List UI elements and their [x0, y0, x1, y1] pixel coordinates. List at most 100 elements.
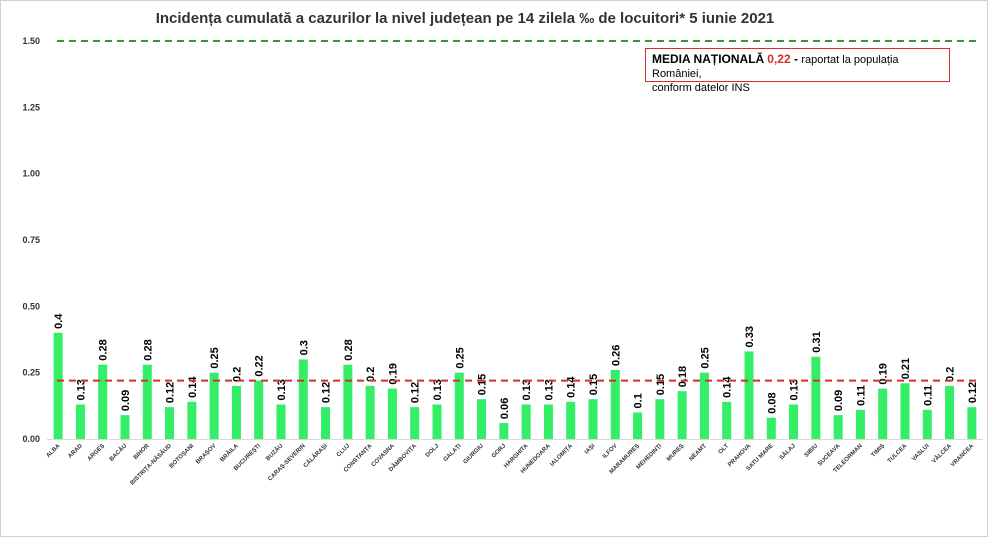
bar-value-label: 0.3: [298, 340, 310, 355]
y-tick-label: 0.50: [22, 301, 40, 311]
bar-value-label: 0.2: [231, 367, 243, 382]
y-tick-label: 1.50: [22, 36, 40, 46]
bar: [231, 385, 241, 439]
x-category-label: BACĂU: [108, 442, 128, 462]
x-category-label: VASLUI: [911, 443, 931, 463]
x-category-label: ILFOV: [602, 443, 619, 460]
bar: [699, 372, 709, 439]
bar: [855, 409, 865, 439]
x-category-label: VÂLCEA: [931, 442, 954, 465]
bar-value-label: 0.25: [454, 347, 466, 368]
x-category-label: OLT: [718, 443, 731, 456]
bar: [432, 404, 442, 439]
bar-value-label: 0.13: [276, 379, 288, 400]
bar: [387, 388, 397, 439]
x-category-label: MUREȘ: [666, 443, 686, 463]
bar-value-label: 0.2: [945, 367, 957, 382]
bar: [945, 385, 955, 439]
bar: [254, 380, 264, 439]
bar-value-label: 0.25: [209, 347, 221, 368]
bar: [588, 399, 598, 439]
bar: [521, 404, 531, 439]
bar: [499, 423, 509, 439]
bar-value-label: 0.28: [98, 339, 110, 360]
bar: [209, 372, 219, 439]
bar-value-label: 0.13: [521, 379, 533, 400]
national-average-note-line2: conform datelor INS: [652, 82, 750, 94]
national-average-value: 0,22: [767, 52, 791, 66]
bar-value-label: 0.33: [744, 326, 756, 347]
bar: [543, 404, 553, 439]
x-category-label: DOLJ: [425, 443, 441, 459]
y-tick-label: 0.25: [22, 368, 40, 378]
x-category-label: SIBIU: [804, 443, 820, 459]
bar-value-label: 0.14: [187, 376, 199, 398]
bar: [142, 364, 152, 439]
bar: [677, 391, 687, 439]
bar-value-label: 0.15: [477, 374, 489, 395]
bar-value-label: 0.09: [120, 390, 132, 411]
bar: [365, 385, 375, 439]
bar-value-label: 0.28: [343, 339, 355, 360]
bar-value-label: 0.22: [254, 355, 266, 376]
bar-value-label: 0.09: [833, 390, 845, 411]
bar: [922, 409, 932, 439]
x-category-label: NEAMȚ: [689, 443, 709, 463]
x-category-label: ARAD: [67, 443, 84, 460]
x-category-label: ARGEȘ: [87, 443, 106, 462]
bar: [477, 399, 487, 439]
bar-value-label: 0.28: [142, 339, 154, 360]
bar: [766, 417, 776, 439]
bar: [789, 404, 799, 439]
bar: [633, 412, 643, 439]
chart-title: Incidența cumulată a cazurilor la nivel …: [155, 10, 775, 27]
bar: [900, 383, 910, 439]
national-average-separator: -: [790, 52, 802, 66]
y-tick-label: 1.25: [22, 102, 40, 112]
bar-value-label: 0.08: [766, 392, 778, 413]
bar: [75, 404, 85, 439]
bar-value-label: 0.19: [878, 363, 890, 384]
x-category-label: GALAȚI: [443, 443, 463, 463]
national-average-note-line1: raportat la populația României,: [652, 54, 899, 80]
x-category-label: GORJ: [491, 443, 507, 459]
bar-value-label: 0.15: [655, 374, 667, 395]
bar: [98, 364, 108, 439]
national-average-box: MEDIA NAȚIONALĂ 0,22 - raportat la popul…: [645, 48, 950, 94]
bar: [298, 359, 308, 439]
x-category-label: CLUJ: [336, 443, 351, 458]
x-category-label: TIMIȘ: [871, 443, 887, 459]
bar: [343, 364, 353, 439]
bar-value-label: 0.12: [321, 382, 333, 403]
bar-value-label: 0.31: [811, 331, 823, 352]
bar: [967, 407, 977, 439]
bar-value-label: 0.21: [900, 358, 912, 379]
x-category-label: BIHOR: [133, 443, 151, 461]
bar-value-label: 0.06: [499, 398, 511, 419]
bar: [120, 415, 130, 439]
bar-value-label: 0.13: [75, 379, 87, 400]
bar-value-label: 0.13: [789, 379, 801, 400]
x-category-label: TULCEA: [887, 443, 909, 465]
bar-value-label: 0.25: [699, 347, 711, 368]
x-category-label: BISTRIȚA-NĂSĂUD: [129, 442, 174, 487]
x-category-label: SĂLAJ: [778, 442, 797, 461]
x-category-label: BOTOȘANI: [169, 443, 196, 470]
bar: [276, 404, 286, 439]
bar: [454, 372, 464, 439]
bar-value-label: 0.4: [53, 313, 65, 329]
national-average-label: MEDIA NAȚIONALĂ: [652, 52, 765, 66]
bar-value-label: 0.14: [722, 376, 734, 398]
y-tick-label: 0.00: [22, 434, 40, 444]
x-category-label: BUZĂU: [265, 442, 285, 462]
bar: [655, 399, 665, 439]
y-tick-label: 1.00: [22, 169, 40, 179]
bar: [811, 356, 821, 439]
bar: [187, 401, 197, 439]
x-category-label: VRANCEA: [950, 443, 976, 469]
bar: [566, 401, 576, 439]
bar-value-label: 0.11: [922, 385, 934, 406]
bar-value-label: 0.14: [566, 376, 578, 398]
x-category-label: CĂLĂRAȘI: [302, 442, 329, 469]
